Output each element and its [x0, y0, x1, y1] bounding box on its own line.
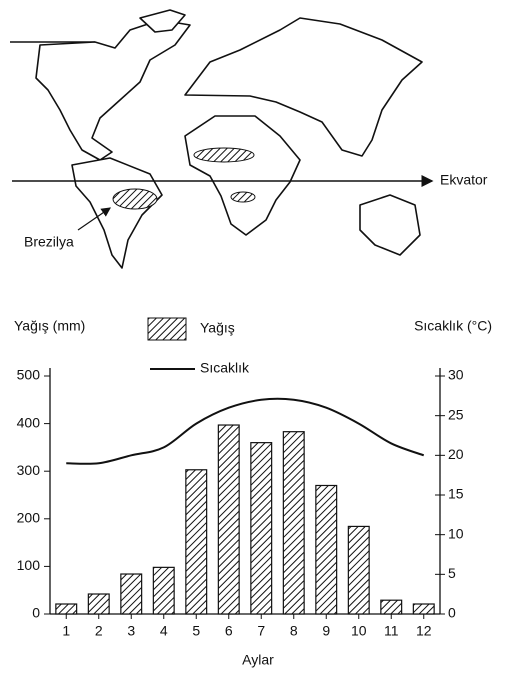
y-tick-label: 200 — [17, 510, 41, 526]
y-tick-label: 100 — [17, 557, 41, 573]
bar — [152, 566, 175, 615]
south-america — [71, 157, 163, 269]
y2-tick-label: 30 — [448, 367, 464, 383]
y2-tick-label: 15 — [448, 486, 464, 502]
y-tick-label: 500 — [17, 367, 41, 383]
x-tick-label: 10 — [351, 623, 367, 639]
x-tick-label: 8 — [290, 623, 298, 639]
y2-axis-title: Sıcaklık (°C) — [414, 318, 492, 334]
y2-tick-label: 20 — [448, 446, 464, 462]
x-tick-label: 9 — [322, 623, 330, 639]
y-axis-title: Yağış (mm) — [14, 318, 85, 334]
north-america — [35, 19, 191, 161]
bar — [315, 484, 338, 615]
bar — [282, 431, 305, 615]
equator-label: Ekvator — [440, 172, 488, 188]
chart: Yağış (mm) Sıcaklık (°C) Aylar — [14, 318, 492, 668]
australia — [359, 194, 421, 256]
region-label: Brezilya — [24, 234, 74, 250]
x-tick-label: 3 — [127, 623, 135, 639]
congo-region — [230, 191, 256, 203]
y2-tick-label: 5 — [448, 565, 456, 581]
x-tick-label: 6 — [225, 623, 233, 639]
eurasia — [184, 17, 423, 157]
sahel-region — [193, 147, 255, 163]
y-tick-label: 400 — [17, 414, 41, 430]
brazil-region — [112, 188, 158, 210]
bar — [87, 593, 110, 615]
legend-label: Sıcaklık — [200, 360, 250, 376]
region-arrow — [77, 207, 111, 231]
y2-tick-label: 0 — [448, 605, 456, 621]
bar — [347, 525, 370, 615]
x-tick-label: 11 — [384, 623, 399, 639]
x-tick-label: 5 — [192, 623, 200, 639]
x-tick-label: 7 — [257, 623, 265, 639]
bar — [185, 469, 208, 615]
africa — [184, 115, 301, 236]
line — [66, 397, 425, 465]
x-tick-label: 2 — [95, 623, 103, 639]
y2-tick-label: 25 — [448, 406, 464, 422]
bar — [380, 599, 403, 615]
y-tick-label: 0 — [32, 605, 40, 621]
legend-label: Yağış — [200, 320, 235, 336]
bar — [120, 573, 143, 615]
greenland — [139, 9, 186, 33]
y2-tick-label: 10 — [448, 525, 464, 541]
bar — [412, 603, 435, 615]
x-axis-title: Aylar — [242, 652, 274, 668]
world-map: Ekvator Brezilya — [10, 9, 488, 269]
bar — [217, 424, 240, 615]
bar — [250, 442, 273, 615]
bar — [55, 603, 78, 615]
x-tick-label: 1 — [62, 623, 70, 639]
y-tick-label: 300 — [17, 462, 41, 478]
legend-swatch — [147, 317, 187, 341]
x-tick-label: 4 — [160, 623, 168, 639]
x-tick-label: 12 — [416, 623, 432, 639]
